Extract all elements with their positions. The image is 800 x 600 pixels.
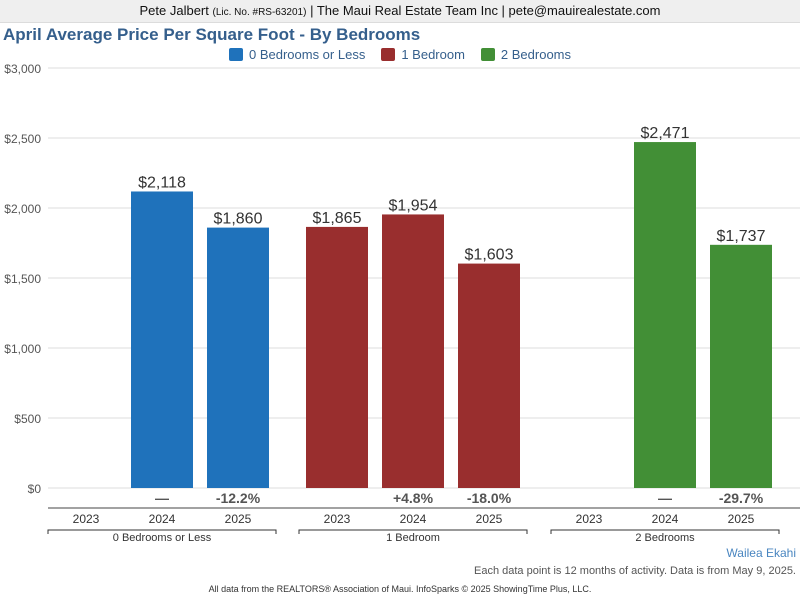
agent-info-bar: Pete Jalbert (Lic. No. #RS-63201) | The …: [0, 0, 800, 23]
group-bracket: [550, 529, 780, 534]
chart-legend: 0 Bedrooms or Less 1 Bedroom 2 Bedrooms: [0, 45, 800, 63]
y-tick-label: $1,500: [4, 272, 41, 286]
y-tick-label: $1,000: [4, 342, 41, 356]
bar-value-label: $1,860: [214, 211, 263, 228]
data-source: All data from the REALTORS® Association …: [208, 584, 592, 594]
group-label: 2 Bedrooms: [635, 532, 695, 544]
bar: [710, 244, 772, 488]
x-tick-label: 2025: [476, 512, 503, 526]
bar: [306, 226, 368, 488]
group-label: 0 Bedrooms or Less: [113, 532, 212, 544]
change-label: -18.0%: [467, 490, 512, 506]
bar-value-label: $1,603: [465, 247, 514, 264]
bar: [382, 214, 444, 488]
x-tick-label: 2023: [576, 512, 603, 526]
agent-team-email: | The Maui Real Estate Team Inc | pete@m…: [310, 3, 661, 18]
x-tick-label: 2025: [728, 512, 755, 526]
area-name: Wailea Ekahi: [726, 546, 796, 560]
legend-label-2-bedrooms: 2 Bedrooms: [500, 46, 572, 62]
agent-license: (Lic. No. #RS-63201): [212, 7, 307, 18]
bar-value-label: $2,471: [641, 125, 690, 142]
legend-swatch-2-bedrooms: [480, 47, 495, 61]
legend-item-1-bedroom[interactable]: 1 Bedroom: [381, 45, 465, 63]
bar-value-label: $2,118: [138, 174, 186, 191]
x-tick-label: 2025: [225, 512, 252, 526]
x-tick-label: 2023: [73, 512, 100, 526]
group-bracket: [298, 529, 528, 534]
y-tick-label: $3,000: [4, 62, 41, 76]
change-label: —: [155, 490, 169, 506]
legend-label-0-bedrooms: 0 Bedrooms or Less: [248, 46, 366, 62]
legend-swatch-1-bedroom: [381, 47, 396, 61]
bar: [207, 227, 269, 488]
data-note: Each data point is 12 months of activity…: [473, 565, 796, 577]
y-tick-label: $2,500: [4, 132, 41, 146]
x-tick-label: 2023: [324, 512, 351, 526]
y-tick-label: $500: [14, 412, 41, 426]
change-label: +4.8%: [393, 490, 434, 506]
agent-name: Pete Jalbert: [139, 3, 209, 18]
legend-item-0-bedrooms[interactable]: 0 Bedrooms or Less: [228, 45, 366, 63]
chart-title: April Average Price Per Square Foot - By…: [3, 25, 421, 44]
bar-value-label: $1,737: [717, 228, 766, 245]
x-tick-label: 2024: [149, 512, 176, 526]
x-tick-label: 2024: [652, 512, 679, 526]
bar: [131, 191, 193, 489]
bar-chart: $0 $500 $1,000 $1,500 $2,000 $2,500 $3,000 2023…: [4, 62, 800, 544]
change-label: -29.7%: [719, 490, 764, 506]
group-bracket: [47, 529, 277, 534]
x-tick-label: 2024: [400, 512, 427, 526]
legend-label-1-bedroom: 1 Bedroom: [401, 46, 465, 62]
group-label: 1 Bedroom: [386, 532, 440, 544]
bar-value-label: $1,865: [313, 210, 362, 227]
change-label: -12.2%: [216, 490, 261, 506]
bar-value-label: $1,954: [389, 197, 438, 214]
change-label: —: [658, 490, 672, 506]
y-tick-label: $0: [28, 482, 42, 496]
y-tick-label: $2,000: [4, 202, 41, 216]
bar: [458, 263, 520, 488]
legend-item-2-bedrooms[interactable]: 2 Bedrooms: [480, 45, 572, 63]
legend-swatch-0-bedrooms: [228, 47, 243, 61]
bar: [634, 142, 696, 488]
